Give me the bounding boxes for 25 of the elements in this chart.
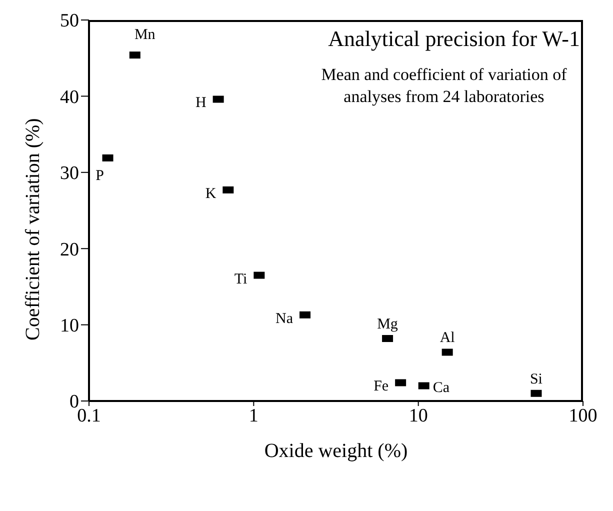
x-tick-label: 10 <box>408 405 428 426</box>
series-label: K <box>205 186 216 202</box>
x-axis-title: Oxide weight (%) <box>264 440 408 462</box>
series-label: H <box>195 95 206 112</box>
series-label: Mn <box>134 27 156 44</box>
text: Mean and coefficient of variation of analyses from 24 laboratories <box>320 64 568 108</box>
y-tick-label: 30 <box>60 163 79 184</box>
y-tick-label: 10 <box>60 316 79 337</box>
series-label: P <box>96 168 104 184</box>
series-label: Fe <box>374 378 389 395</box>
y-axis-title: Coefficient of variation (%) <box>22 118 44 340</box>
x-tick-label: 1 <box>248 405 258 426</box>
series-label: Ti <box>234 271 248 288</box>
series-label: Ca <box>432 380 450 396</box>
series-label: Al <box>440 330 455 346</box>
y-tick-label: 40 <box>60 86 79 108</box>
series-label: Mg <box>377 316 398 333</box>
y-tick-label: 50 <box>60 10 79 32</box>
series-label: Na <box>276 310 294 327</box>
y-tick-label: 20 <box>60 239 79 260</box>
x-tick-label: 0.1 <box>77 405 101 426</box>
y-tick-label: 0 <box>70 392 79 413</box>
chart-title: Analytical precision for W-1 <box>327 26 580 52</box>
x-tick-label: 100 <box>568 405 598 426</box>
series-label: Si <box>530 371 542 388</box>
